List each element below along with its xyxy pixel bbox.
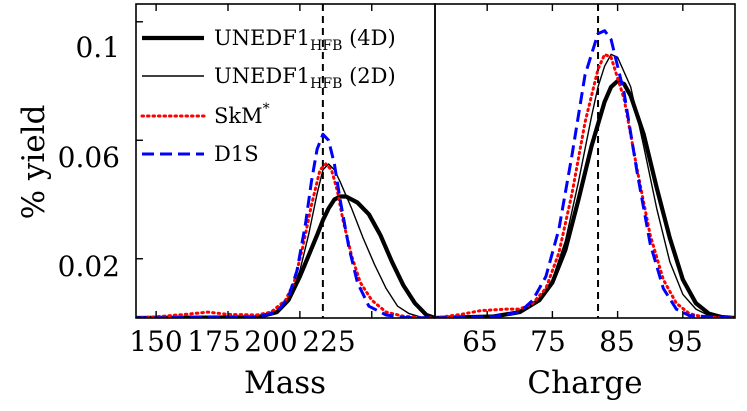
legend-entry-skm: SkM*: [140, 101, 270, 128]
legend: UNEDF1HFB (4D) UNEDF1HFB (2D) SkM* D1S: [140, 26, 396, 166]
series-line-thin-solid: [435, 53, 735, 318]
series-line-dotted: [435, 52, 735, 318]
series-line-thin-solid: [136, 163, 435, 318]
mass-panel-frame: [135, 3, 436, 319]
x-tick-label: 200: [244, 325, 297, 358]
x-axis-label-charge: Charge: [527, 365, 642, 401]
series-line-dashed: [435, 29, 735, 318]
mass-panel: [136, 4, 435, 318]
x-tick-label: 225: [302, 325, 355, 358]
y-tick-label: 0.1: [75, 31, 120, 64]
charge-panel-frame: [434, 3, 736, 319]
y-tick-label: 0.06: [58, 141, 120, 174]
x-tick-label: 95: [667, 325, 703, 358]
legend-label: UNEDF1HFB (4D): [214, 26, 396, 54]
x-axis-label-mass: Mass: [244, 365, 326, 401]
legend-label: SkM*: [214, 101, 270, 128]
charge-axis-ticks: [486, 4, 684, 318]
series-line-dotted: [136, 162, 435, 318]
legend-entry-unedf1-2d: UNEDF1HFB (2D): [142, 64, 396, 92]
series-line-dashed: [136, 132, 435, 318]
legend-entry-d1s: D1S: [142, 142, 259, 166]
x-tick-label: 75: [530, 325, 566, 358]
x-tick-label: 175: [187, 325, 240, 358]
mass-axis-ticks: [136, 4, 373, 318]
charge-panel: [435, 4, 735, 318]
y-axis-label: % yield: [16, 105, 52, 220]
legend-entry-unedf1-4d: UNEDF1HFB (4D): [142, 26, 396, 54]
series-line-thick-solid: [435, 78, 735, 318]
legend-label: UNEDF1HFB (2D): [214, 64, 396, 92]
y-tick-label: 0.02: [58, 250, 120, 283]
x-tick-label: 65: [462, 325, 498, 358]
x-tick-label: 150: [129, 325, 182, 358]
legend-label: D1S: [214, 142, 259, 166]
x-tick-label: 85: [599, 325, 635, 358]
